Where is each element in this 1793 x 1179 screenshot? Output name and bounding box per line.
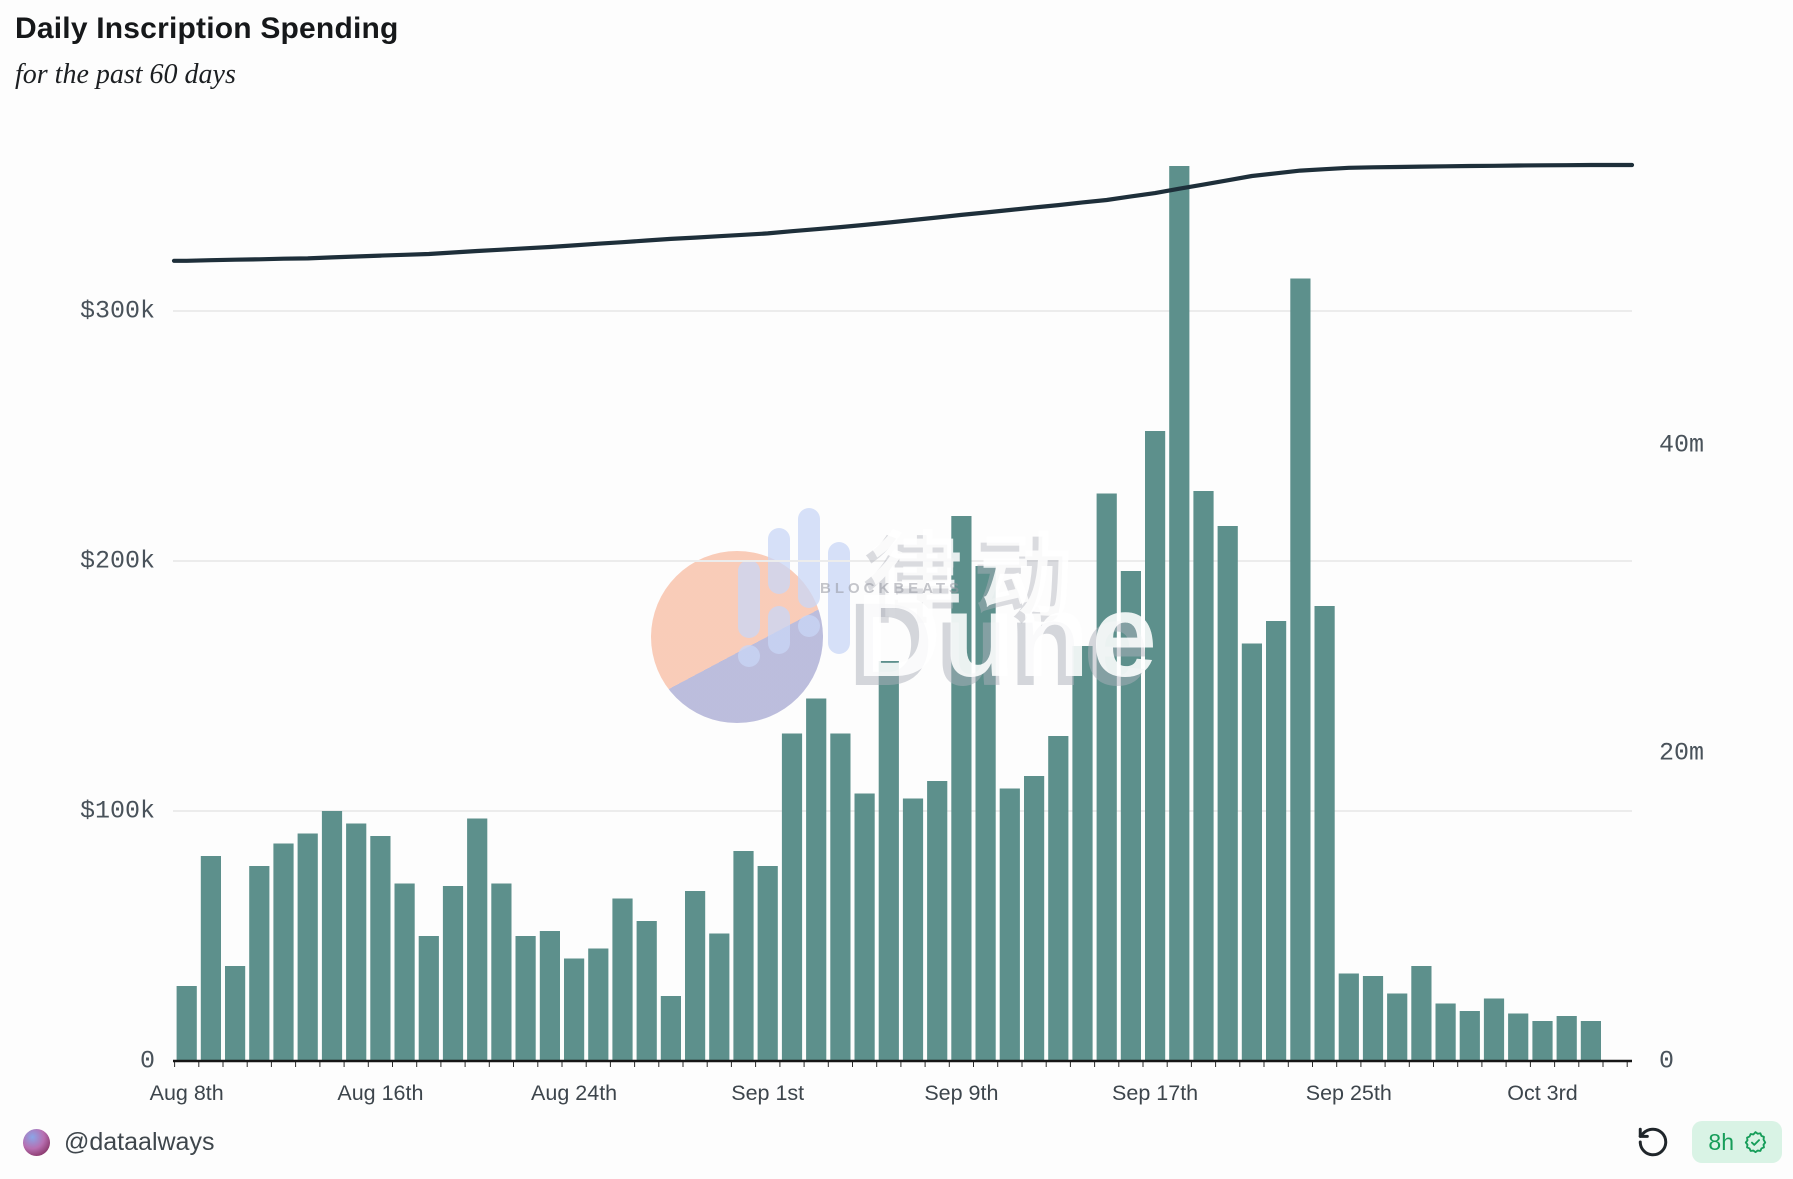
bar [321,811,343,1061]
bar [830,733,851,1061]
bar [975,566,996,1061]
bar [951,516,972,1061]
bar [1241,643,1262,1061]
bar [539,931,560,1061]
bar [1580,1021,1601,1061]
bar [1217,526,1238,1061]
bar [370,836,391,1061]
data-freshness-badge[interactable]: 8h [1692,1121,1782,1163]
bar [781,733,803,1061]
bar [1362,976,1384,1061]
bar [1459,1011,1480,1061]
data-age-label: 8h [1708,1128,1734,1155]
bar [612,898,633,1061]
bar [1193,491,1214,1061]
bar [1120,571,1141,1061]
bar [515,936,536,1061]
chart-header: Daily Inscription Spending for the past … [15,12,399,91]
bar [297,833,318,1061]
bar [1435,1003,1456,1061]
y-axis-left-label: 0 [140,1047,155,1076]
bar [1096,493,1117,1061]
bar [1145,431,1166,1061]
bar [1483,998,1505,1061]
x-axis-label: Sep 9th [924,1081,998,1105]
bar [806,698,827,1061]
bar [1266,621,1287,1061]
refresh-icon[interactable] [1636,1125,1670,1159]
bar [685,891,706,1061]
y-axis-right-label: 40m [1659,431,1704,460]
bar [660,996,681,1061]
bar [491,883,512,1061]
bar [636,921,657,1061]
x-axis-label: Sep 1st [731,1081,804,1105]
bar [1314,606,1335,1061]
bar [346,823,367,1061]
bar [902,798,924,1061]
y-axis-right-label: 20m [1659,739,1704,768]
bar [927,781,948,1061]
x-axis-label: Sep 25th [1306,1081,1392,1105]
bar [249,866,270,1061]
embed-footer: @dataalways 8h [0,1114,1793,1170]
bar [757,866,778,1061]
bar [1387,993,1408,1061]
y-axis-left-label: $300k [80,297,155,326]
x-axis-label: Oct 3rd [1507,1081,1578,1105]
bar [418,936,439,1061]
bar [1508,1013,1529,1061]
bar [394,883,415,1061]
x-axis-label: Sep 17th [1112,1081,1198,1105]
author-handle-link[interactable]: @dataalways [64,1127,215,1156]
page-title: Daily Inscription Spending [15,12,399,45]
bar [854,793,875,1061]
bar [733,851,754,1061]
bar [1024,776,1045,1061]
bar [200,856,221,1061]
bar [467,818,488,1061]
bar [176,986,197,1061]
bar [1338,973,1359,1061]
bar [564,958,585,1061]
bar [999,788,1020,1061]
y-axis-right-label: 0 [1659,1047,1674,1076]
bar [1169,166,1190,1061]
x-axis-label: Aug 8th [150,1081,224,1105]
bar [588,948,609,1061]
bar [709,933,730,1061]
avatar[interactable] [23,1128,50,1156]
bar [1532,1021,1553,1061]
page-subtitle: for the past 60 days [15,59,236,90]
verified-seal-check-icon [1744,1130,1767,1153]
bar [878,661,899,1061]
bar [225,966,246,1061]
bar [1048,736,1069,1061]
cumulative-line [171,162,1635,263]
bar [1556,1016,1577,1061]
bar [1290,278,1311,1061]
bar [273,843,294,1061]
x-axis-label: Aug 16th [337,1081,423,1105]
bar [442,886,464,1061]
bar [1411,966,1432,1061]
y-axis-left-label: $100k [80,797,155,826]
bar [1072,646,1093,1061]
x-axis-label: Aug 24th [531,1081,617,1105]
y-axis-left-label: $200k [80,547,155,576]
